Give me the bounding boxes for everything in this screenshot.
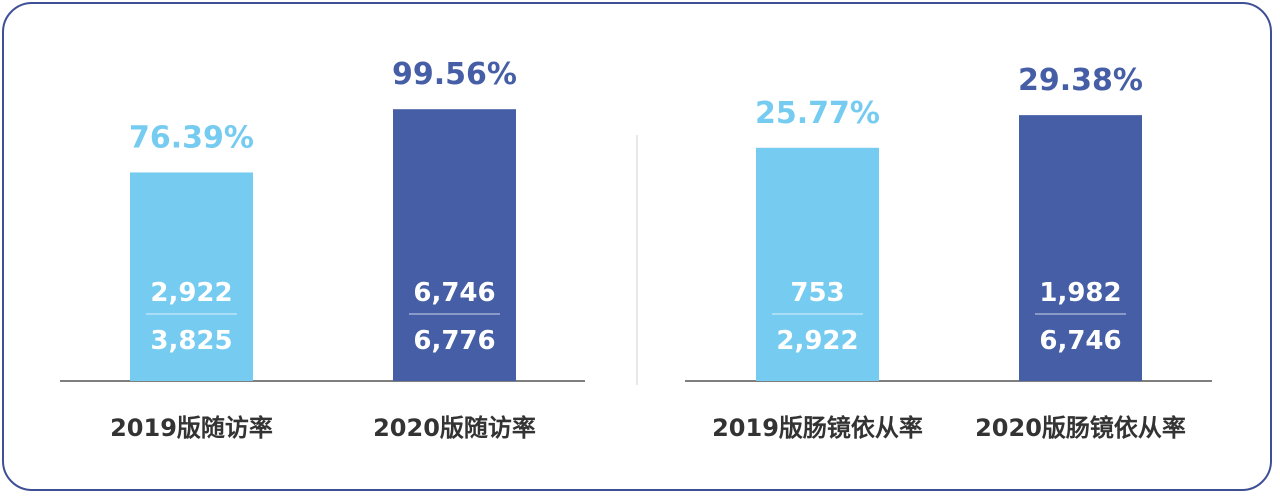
colonoscopy-compliance-chart: 25.77% 753 2,922 2019版肠镜依从率 29.38% 1,982 6,746…: [685, 63, 1212, 442]
numerator-label: 1,982: [1039, 278, 1121, 308]
bar-value-label: 76.39%: [129, 120, 254, 155]
numerator-label: 2,922: [150, 278, 232, 308]
bar: [130, 172, 253, 381]
denominator-label: 3,825: [150, 326, 232, 356]
bar: [1019, 115, 1142, 382]
category-label: 2020版随访率: [373, 414, 536, 442]
chart-frame: [2, 2, 1272, 491]
category-label: 2019版肠镜依从率: [712, 414, 923, 442]
bar-value-label: 25.77%: [755, 96, 880, 131]
bar-value-label: 29.38%: [1018, 63, 1143, 98]
category-label: 2020版肠镜依从率: [975, 414, 1186, 442]
numerator-label: 753: [790, 278, 844, 308]
bar-value-label: 99.56%: [392, 57, 517, 92]
numerator-label: 6,746: [413, 278, 495, 308]
category-label: 2019版随访率: [110, 414, 273, 442]
bar: [393, 109, 516, 381]
denominator-label: 6,776: [413, 326, 495, 356]
denominator-label: 2,922: [776, 326, 858, 356]
follow-up-rate-chart: 76.39% 2,922 3,825 2019版随访率 99.56% 6,746 6,776…: [60, 57, 585, 442]
denominator-label: 6,746: [1039, 326, 1121, 356]
bar: [756, 147, 879, 381]
